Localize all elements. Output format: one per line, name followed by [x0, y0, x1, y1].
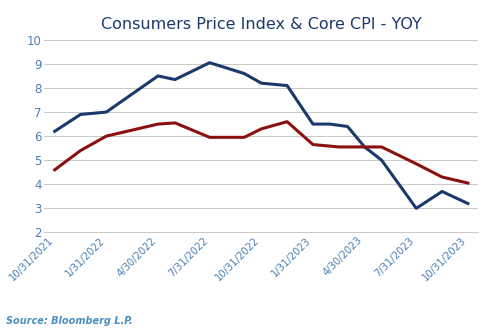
Text: Source: Bloomberg L.P.: Source: Bloomberg L.P. [6, 316, 133, 326]
Title: Consumers Price Index & Core CPI - YOY: Consumers Price Index & Core CPI - YOY [101, 17, 422, 32]
